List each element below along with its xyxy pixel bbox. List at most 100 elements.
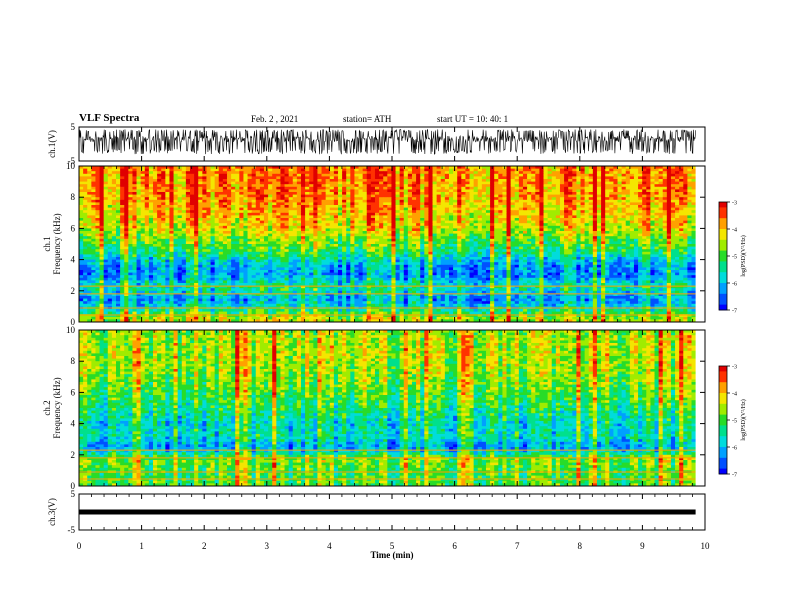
heatmap-cell (284, 171, 290, 175)
heatmap-cell (633, 179, 639, 182)
heatmap-cell (399, 189, 405, 193)
heatmap-cell (625, 225, 631, 229)
heatmap-cell (670, 184, 676, 188)
heatmap-cell (687, 241, 692, 245)
heatmap-cell (485, 199, 491, 203)
heatmap-cell (510, 173, 516, 177)
heatmap-cell (120, 171, 125, 175)
heatmap-cell (366, 197, 372, 201)
heatmap-cell (551, 179, 557, 182)
heatmap-cell (263, 207, 269, 211)
heatmap-cell (510, 176, 516, 180)
heatmap-cell (522, 207, 528, 211)
heatmap-cell (395, 176, 401, 180)
heatmap-cell (346, 244, 351, 247)
heatmap-cell (194, 207, 199, 211)
heatmap-cell (609, 220, 614, 224)
heatmap-cell (284, 166, 290, 169)
heatmap-cell (350, 236, 355, 240)
heatmap-cell (662, 166, 668, 169)
heatmap-cell (202, 210, 207, 214)
heatmap-cell (263, 233, 269, 237)
heatmap-cell (321, 171, 327, 175)
heatmap-cell (448, 171, 454, 175)
heatmap-cell (181, 228, 187, 232)
heatmap-cell (313, 218, 318, 221)
heatmap-cell (169, 189, 174, 193)
heatmap-cell (346, 199, 351, 203)
heatmap-cell (189, 181, 195, 185)
heatmap-cell (494, 225, 499, 229)
heatmap-cell (617, 181, 623, 185)
heatmap-cell (198, 186, 203, 190)
heatmap-cell (329, 189, 335, 193)
heatmap-cell (268, 184, 273, 188)
heatmap-cell (481, 215, 487, 219)
heatmap-cell (498, 176, 503, 180)
heatmap-cell (387, 168, 392, 172)
heatmap-cell (621, 205, 627, 208)
heatmap-cell (350, 197, 355, 201)
heatmap-cell (247, 212, 253, 216)
heatmap-cell (358, 215, 364, 219)
heatmap-cell (535, 244, 540, 247)
heatmap-cell (239, 218, 244, 221)
heatmap-cell (128, 186, 133, 190)
heatmap-cell (592, 210, 598, 214)
heatmap-cell (638, 225, 643, 229)
ch1-waveform-trace (78, 128, 696, 155)
heatmap-cell (514, 220, 520, 224)
heatmap-cell (124, 181, 129, 185)
heatmap-cell (165, 244, 170, 247)
heatmap-cell (527, 202, 532, 206)
heatmap-cell (440, 246, 446, 250)
heatmap-cell (276, 236, 281, 240)
heatmap-cell (596, 173, 602, 177)
heatmap-cell (666, 171, 672, 175)
heatmap-cell (288, 238, 294, 242)
heatmap-cell (239, 202, 244, 206)
heatmap-cell (325, 220, 331, 224)
heatmap-cell (658, 181, 664, 185)
heatmap-cell (157, 212, 162, 216)
heatmap-cell (132, 231, 137, 234)
heatmap-cell (169, 197, 174, 201)
heatmap-cell (531, 249, 536, 253)
heatmap-cell (477, 184, 483, 188)
heatmap-cell (144, 233, 150, 237)
heatmap-cell (144, 176, 150, 180)
heatmap-cell (120, 176, 125, 180)
heatmap-cell (120, 202, 125, 206)
heatmap-cell (391, 179, 396, 182)
heatmap-cell (621, 194, 627, 198)
heatmap-cell (358, 236, 364, 240)
heatmap-cell (633, 199, 639, 203)
heatmap-cell (514, 238, 520, 242)
heatmap-cell (650, 228, 655, 232)
heatmap-cell (638, 186, 643, 190)
heatmap-cell (502, 176, 507, 180)
heatmap-cell (444, 244, 450, 247)
heatmap-cell (231, 197, 236, 201)
heatmap-cell (551, 220, 557, 224)
heatmap-cell (436, 171, 442, 175)
heatmap-cell (165, 220, 170, 224)
heatmap-cell (210, 233, 216, 237)
heatmap-cell (165, 181, 170, 185)
heatmap-cell (107, 186, 113, 190)
heatmap-cell (596, 236, 602, 240)
heatmap-cell (79, 225, 84, 229)
heatmap-cell (157, 220, 162, 224)
heatmap-cell (300, 205, 306, 208)
heatmap-cell (358, 238, 364, 242)
heatmap-cell (605, 244, 610, 247)
heatmap-cell (592, 231, 598, 234)
heatmap-cell (543, 194, 549, 198)
heatmap-cell (87, 173, 92, 177)
heatmap-cell (210, 205, 216, 208)
heatmap-cell (568, 218, 573, 221)
heatmap-cell (99, 179, 105, 182)
heatmap-cell (342, 202, 347, 206)
heatmap-cell (263, 246, 269, 250)
heatmap-cell (194, 246, 199, 250)
